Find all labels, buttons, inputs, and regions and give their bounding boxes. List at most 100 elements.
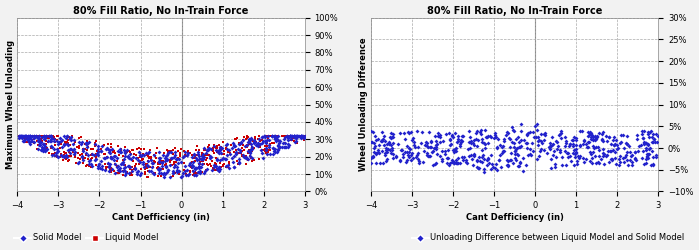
Liquid Model xyxy=(163,149,174,153)
Liquid Model xyxy=(105,170,116,173)
Liquid Model xyxy=(131,162,142,166)
Unloading Difference between Liquid Model and Solid Model xyxy=(408,143,419,147)
Unloading Difference between Liquid Model and Solid Model xyxy=(372,136,383,140)
Liquid Model xyxy=(44,150,55,154)
Solid Model xyxy=(222,152,233,156)
Unloading Difference between Liquid Model and Solid Model xyxy=(368,130,379,134)
Solid Model xyxy=(178,154,189,158)
Liquid Model xyxy=(189,172,200,176)
Liquid Model xyxy=(185,166,196,170)
Liquid Model xyxy=(289,140,300,143)
Unloading Difference between Liquid Model and Solid Model xyxy=(621,158,633,162)
Solid Model xyxy=(252,141,264,145)
Solid Model xyxy=(138,160,149,164)
Solid Model xyxy=(40,149,51,153)
Liquid Model xyxy=(172,149,183,153)
Unloading Difference between Liquid Model and Solid Model xyxy=(451,149,462,153)
Solid Model xyxy=(69,138,80,142)
Liquid Model xyxy=(69,140,80,143)
Solid Model xyxy=(106,156,117,160)
Solid Model xyxy=(190,156,201,160)
Solid Model xyxy=(161,164,172,168)
Solid Model xyxy=(199,171,210,175)
Unloading Difference between Liquid Model and Solid Model xyxy=(596,137,607,141)
Solid Model xyxy=(269,147,280,151)
Liquid Model xyxy=(189,172,201,176)
Liquid Model xyxy=(231,152,242,156)
Solid Model xyxy=(103,164,115,168)
Liquid Model xyxy=(24,134,35,138)
Unloading Difference between Liquid Model and Solid Model xyxy=(472,144,483,148)
Unloading Difference between Liquid Model and Solid Model xyxy=(554,132,565,136)
Liquid Model xyxy=(262,136,273,140)
Unloading Difference between Liquid Model and Solid Model xyxy=(412,151,423,155)
Liquid Model xyxy=(33,134,44,138)
Liquid Model xyxy=(222,150,233,154)
Solid Model xyxy=(180,169,191,173)
Solid Model xyxy=(16,136,27,140)
Liquid Model xyxy=(85,157,96,161)
Liquid Model xyxy=(175,152,186,156)
Unloading Difference between Liquid Model and Solid Model xyxy=(598,162,610,166)
Solid Model xyxy=(168,169,179,173)
Liquid Model xyxy=(191,144,202,148)
Liquid Model xyxy=(24,134,36,138)
Solid Model xyxy=(115,162,127,166)
Liquid Model xyxy=(262,150,273,154)
Liquid Model xyxy=(236,148,247,152)
Unloading Difference between Liquid Model and Solid Model xyxy=(490,166,501,170)
Liquid Model xyxy=(163,150,174,154)
Solid Model xyxy=(231,151,242,155)
Liquid Model xyxy=(169,160,180,164)
Liquid Model xyxy=(278,140,289,144)
Unloading Difference between Liquid Model and Solid Model xyxy=(425,154,436,158)
Liquid Model xyxy=(29,134,41,138)
Unloading Difference between Liquid Model and Solid Model xyxy=(514,161,526,165)
Unloading Difference between Liquid Model and Solid Model xyxy=(498,139,510,143)
Unloading Difference between Liquid Model and Solid Model xyxy=(650,132,661,136)
Solid Model xyxy=(288,134,299,138)
Liquid Model xyxy=(42,140,53,144)
Solid Model xyxy=(281,134,292,138)
Liquid Model xyxy=(170,165,181,169)
Liquid Model xyxy=(243,136,254,140)
Liquid Model xyxy=(150,160,161,164)
Solid Model xyxy=(284,134,296,138)
Unloading Difference between Liquid Model and Solid Model xyxy=(586,156,598,160)
Liquid Model xyxy=(200,154,211,158)
Solid Model xyxy=(101,155,113,159)
Solid Model xyxy=(114,166,125,170)
Liquid Model xyxy=(298,138,310,142)
Solid Model xyxy=(201,151,212,155)
Liquid Model xyxy=(50,151,61,155)
Liquid Model xyxy=(187,173,199,177)
Liquid Model xyxy=(117,158,128,162)
Unloading Difference between Liquid Model and Solid Model xyxy=(503,136,514,140)
Unloading Difference between Liquid Model and Solid Model xyxy=(456,140,467,143)
Unloading Difference between Liquid Model and Solid Model xyxy=(626,160,637,164)
Liquid Model xyxy=(247,149,258,153)
Solid Model xyxy=(273,148,284,152)
Solid Model xyxy=(20,134,31,138)
Unloading Difference between Liquid Model and Solid Model xyxy=(381,142,392,146)
Solid Model xyxy=(268,146,279,150)
Unloading Difference between Liquid Model and Solid Model xyxy=(478,157,489,161)
Liquid Model xyxy=(217,140,228,144)
Solid Model xyxy=(212,168,224,172)
Unloading Difference between Liquid Model and Solid Model xyxy=(370,161,382,165)
Unloading Difference between Liquid Model and Solid Model xyxy=(421,151,433,155)
Solid Model xyxy=(289,134,300,138)
Unloading Difference between Liquid Model and Solid Model xyxy=(435,133,446,137)
Liquid Model xyxy=(39,147,50,151)
Solid Model xyxy=(197,157,208,161)
Unloading Difference between Liquid Model and Solid Model xyxy=(368,150,380,154)
Unloading Difference between Liquid Model and Solid Model xyxy=(445,138,456,141)
Liquid Model xyxy=(246,156,257,160)
Solid Model xyxy=(192,170,203,174)
Liquid Model xyxy=(259,147,271,151)
Solid Model xyxy=(182,173,193,177)
Unloading Difference between Liquid Model and Solid Model xyxy=(590,144,601,148)
Solid Model xyxy=(197,152,208,156)
Solid Model xyxy=(189,153,200,157)
Unloading Difference between Liquid Model and Solid Model xyxy=(445,142,456,146)
